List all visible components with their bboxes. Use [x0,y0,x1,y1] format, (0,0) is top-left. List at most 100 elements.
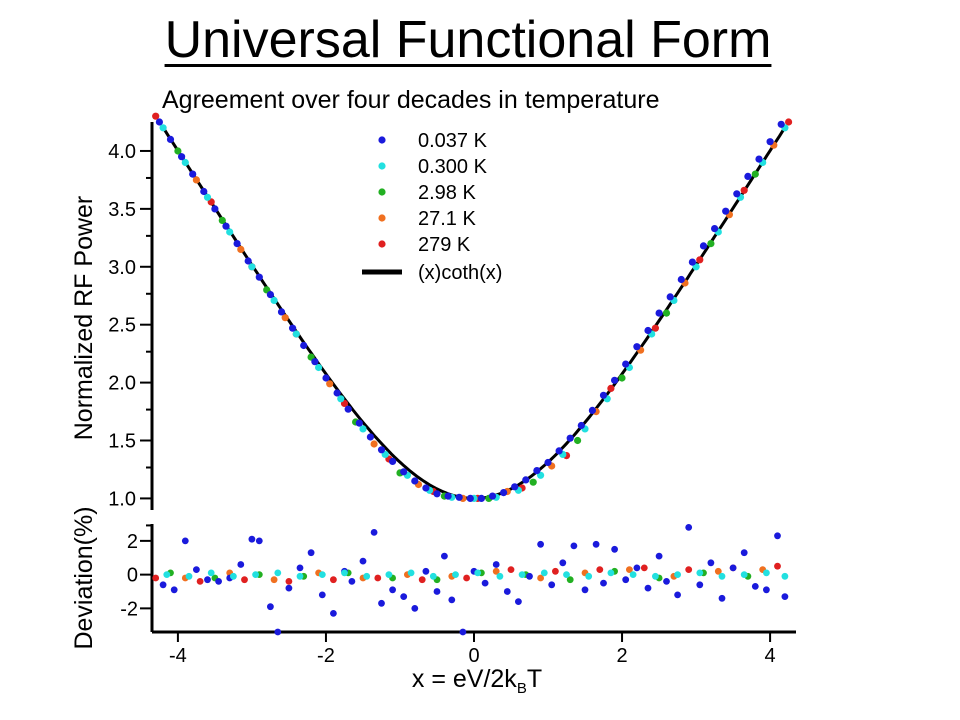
deviation-data-point [459,628,467,636]
deviation-data-point [596,566,604,573]
main-data-point [233,240,241,248]
x-axis-label-main: x = eV/2k [412,665,517,693]
main-data-point [455,493,463,501]
main-data-point [389,457,397,465]
deviation-data-point [674,591,681,599]
deviation-data-point [563,571,570,578]
x-axis-label: x = eV/2kBT [412,665,542,697]
legend: 0.037 K 0.300 K 2.98 K 27.1 K 279 K (x)coth(x… [362,130,502,284]
main-data-point [200,187,208,196]
legend-marker [378,136,386,144]
main-data-point [740,186,748,194]
deviation-data-point [370,529,378,536]
deviation-data-point [611,545,618,553]
main-data-point [766,138,774,146]
main-data-point [733,190,741,198]
main-data-point [155,118,163,126]
main-data-point [618,374,626,382]
legend-marker [378,162,386,170]
main-data-point [566,434,574,442]
deviation-data-point [422,567,430,575]
main-data-point [322,374,330,382]
main-data-point [266,291,274,299]
deviation-data-point [492,567,500,575]
deviation-data-point [285,578,293,585]
x-tick-label: -4 [169,645,187,667]
deviation-data-point [696,569,704,577]
main-data-point [633,343,641,351]
main-data-point [711,225,719,233]
deviation-data-point [518,571,526,578]
x-tick-label: 2 [616,645,627,667]
deviation-data-point [363,572,371,580]
deviation-data-point [685,566,693,573]
deviation-data-point [740,549,748,557]
main-plot-panel: 1.0 1.5 2.0 2.5 3.0 3.5 4.0 [108,112,793,527]
main-data-point [226,228,234,236]
main-data-point [444,492,452,500]
deviation-data-point [378,599,385,607]
y-axis-label-main: Normalized RF Power [70,196,98,441]
deviation-data-point [540,569,548,577]
deviation-data-point [581,586,589,594]
deviation-data-point [674,571,681,578]
deviation-data-point [763,586,770,594]
deviation-data-point [296,572,304,580]
deviation-data-point [507,566,515,573]
main-data-point [326,380,334,388]
main-data-point [289,324,297,332]
main-data-point [622,360,630,368]
main-data-point [611,376,619,384]
deviation-data-point [241,576,248,584]
main-data-point [174,147,182,155]
deviation-data-point [429,572,437,580]
deviation-data-point [163,571,171,578]
deviation-data-point [714,567,722,575]
main-data-point [370,440,378,448]
main-data-point [588,406,597,414]
main-y-tick-label: 3.5 [108,199,136,221]
deviation-data-point [774,532,781,540]
main-data-point [300,341,308,350]
deviation-data-point [548,581,556,589]
deviation-data-point [781,593,789,600]
deviation-data-point [418,576,426,584]
deviation-data-point [185,572,193,580]
main-data-point [311,358,319,366]
main-data-point [237,245,245,253]
deviation-data-point [600,579,607,587]
deviation-data-point [570,542,578,550]
deviation-data-point [481,579,489,587]
deviation-data-point [537,540,544,548]
main-data-point [785,118,793,126]
deviation-data-point [374,574,382,582]
main-data-point [651,324,660,332]
legend-marker [378,240,386,248]
deviation-data-point [552,567,559,575]
deviation-data-point [707,559,715,567]
main-data-point [777,120,785,128]
deviation-data-point [237,561,245,568]
deviation-data-point [781,572,789,580]
deviation-data-point [463,574,470,582]
main-data-point [281,314,289,322]
main-data-point [377,446,386,454]
deviation-data-point [215,578,223,585]
main-data-point [511,483,519,491]
deviation-data-point [592,540,600,548]
main-data-point [315,363,323,372]
deviation-data-point [585,572,593,580]
deviation-data-point [441,552,448,560]
main-data-point [574,436,582,445]
deviation-data-point [763,569,770,577]
main-data-point [755,155,763,163]
main-data-point [277,308,286,316]
deviation-data-point [751,583,759,590]
deviation-data-point [496,572,504,580]
main-y-tick-label: 3.0 [108,257,136,279]
legend-label: 27.1 K [418,208,476,230]
x-tick-label: 4 [765,645,776,667]
deviation-data-point [655,552,663,560]
deviation-data-point [285,584,293,592]
main-data-point [292,330,300,338]
